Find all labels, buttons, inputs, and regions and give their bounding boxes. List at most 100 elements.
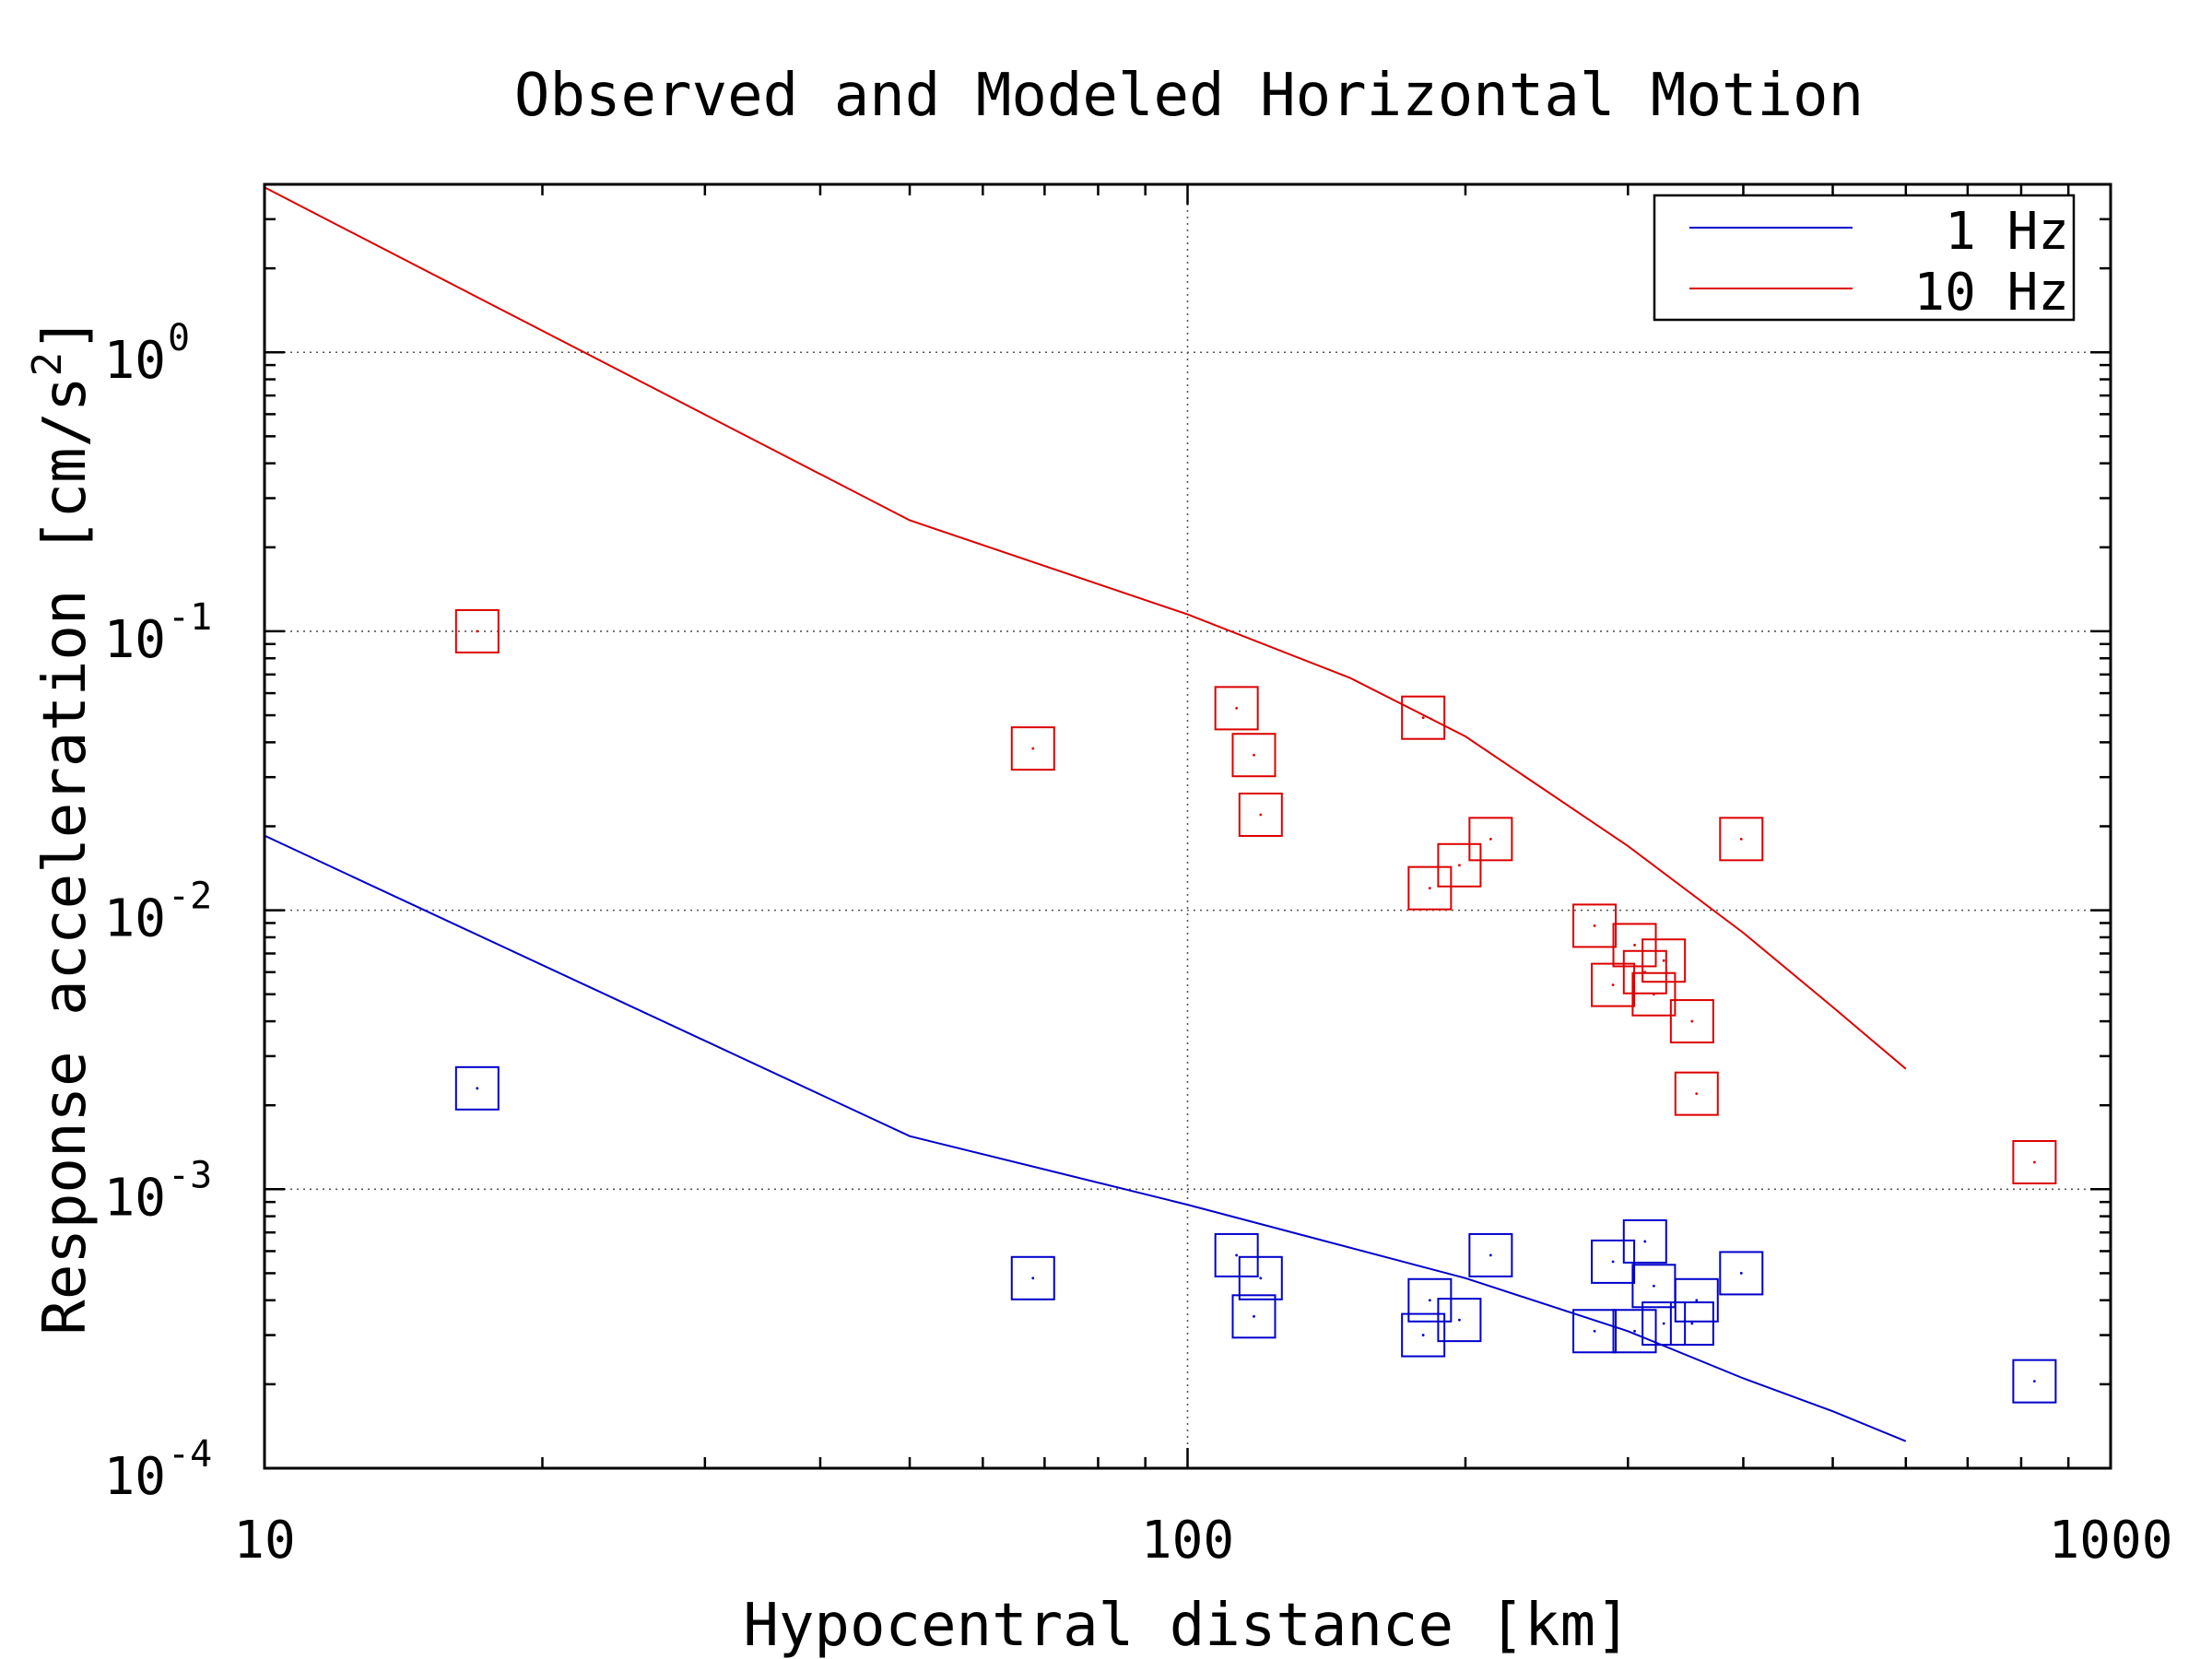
observed-point-10hz (2012, 1139, 2057, 1184)
series-layer (265, 186, 2057, 1442)
y-tick-label-base: 10 (104, 331, 166, 391)
observed-point-10hz (1674, 1071, 1719, 1116)
y-tick-label-exponent: -2 (168, 876, 212, 918)
point-marker (1674, 1277, 1719, 1323)
observed-point-10hz (1010, 726, 1055, 771)
point-center-dot (1695, 1092, 1699, 1096)
point-marker (1572, 1309, 1618, 1354)
y-tick-label: 10 0 (104, 317, 191, 391)
y-tick-label: 10 -2 (104, 876, 213, 949)
observed-point-10hz (1669, 999, 1714, 1044)
y-tick-label: 10 -4 (104, 1433, 213, 1507)
observed-point-1hz (1231, 1294, 1277, 1339)
point-marker (1719, 1251, 1764, 1296)
observed-point-1hz (454, 1065, 500, 1111)
point-marker (1214, 686, 1259, 731)
observed-point-1hz (1719, 1251, 1764, 1296)
point-center-dot (1235, 1253, 1239, 1257)
point-marker (1468, 817, 1513, 862)
y-axis-label: Response acceleration [cm/s2] (24, 316, 100, 1335)
point-center-dot (1488, 837, 1492, 841)
point-marker (1631, 971, 1677, 1017)
observed-point-1hz (1612, 1309, 1657, 1354)
point-center-dot (1421, 1334, 1425, 1336)
point-marker (1407, 1277, 1453, 1323)
observed-point-1hz (2012, 1359, 2057, 1404)
point-marker (1401, 695, 1446, 740)
point-marker (1407, 865, 1453, 911)
point-center-dot (1690, 1019, 1694, 1023)
point-center-dot (1593, 1329, 1596, 1333)
point-center-dot (2032, 1380, 2036, 1383)
point-center-dot (1662, 959, 1665, 962)
point-marker (454, 608, 500, 653)
point-marker (1214, 1232, 1259, 1277)
observed-point-1hz (1468, 1232, 1513, 1277)
point-center-dot (1611, 1260, 1615, 1264)
y-tick-label-exponent: -4 (168, 1433, 212, 1476)
observed-point-10hz (1407, 865, 1453, 911)
point-center-dot (1739, 837, 1743, 841)
point-center-dot (1488, 1253, 1492, 1257)
observed-point-1hz (1641, 1301, 1687, 1347)
legend: 1 Hz 10 Hz (1653, 194, 2076, 323)
point-marker (1437, 842, 1482, 888)
legend-label-10hz: 10 Hz (1913, 263, 2069, 323)
point-marker (1437, 1298, 1482, 1343)
point-marker (1591, 1239, 1636, 1284)
point-marker (454, 1065, 500, 1111)
observed-point-10hz (1231, 733, 1277, 778)
point-center-dot (1611, 983, 1615, 987)
y-tick-label-exponent: -3 (168, 1154, 212, 1196)
point-center-dot (1593, 924, 1596, 927)
y-tick-label-base: 10 (104, 1168, 166, 1228)
model-line-1hz (265, 834, 1907, 1442)
point-center-dot (1458, 1318, 1461, 1322)
point-marker (1641, 1301, 1687, 1347)
point-center-dot (1653, 1284, 1655, 1288)
observed-point-1hz (1631, 1264, 1677, 1309)
observed-point-10hz (1437, 842, 1482, 888)
point-center-dot (1421, 716, 1425, 720)
axis-ticks (263, 182, 2111, 1470)
point-center-dot (1633, 944, 1636, 947)
observed-point-10hz (454, 608, 500, 653)
observed-point-1hz (1591, 1239, 1636, 1284)
point-center-dot (1739, 1272, 1743, 1275)
observed-point-1hz (1238, 1255, 1283, 1300)
observed-point-1hz (1669, 1301, 1714, 1347)
observed-point-1hz (1622, 1218, 1667, 1264)
point-marker (1238, 1255, 1283, 1300)
point-marker (1238, 792, 1283, 837)
point-marker (1010, 1255, 1055, 1300)
observed-point-1hz (1674, 1277, 1719, 1323)
point-marker (2012, 1139, 2057, 1184)
point-marker (1641, 938, 1687, 983)
observed-point-1hz (1010, 1255, 1055, 1300)
point-marker (1674, 1071, 1719, 1116)
point-marker (1231, 733, 1277, 778)
observed-point-10hz (1401, 695, 1446, 740)
x-tick-label: 100 (1141, 1511, 1234, 1571)
point-marker (1572, 903, 1618, 948)
point-marker (1669, 1301, 1714, 1347)
y-tick-label-base: 10 (104, 610, 166, 670)
observed-point-10hz (1591, 962, 1636, 1007)
point-center-dot (1690, 1322, 1694, 1325)
point-center-dot (1653, 993, 1655, 996)
point-center-dot (476, 629, 479, 633)
y-tick-label-exponent: -1 (168, 596, 212, 639)
legend-label-1hz: 1 Hz (1945, 202, 2069, 262)
point-marker (1612, 1309, 1657, 1354)
x-tick-labels: 10 100 1000 (233, 1511, 2172, 1571)
point-center-dot (1253, 1314, 1255, 1318)
point-marker (1719, 817, 1764, 862)
observed-point-1hz (1214, 1232, 1259, 1277)
y-tick-label-base: 10 (104, 889, 166, 949)
point-marker (1010, 726, 1055, 771)
y-tick-label-exponent: 0 (168, 317, 190, 359)
point-center-dot (1031, 1277, 1035, 1280)
point-center-dot (1662, 1322, 1665, 1325)
point-center-dot (1643, 1240, 1647, 1243)
